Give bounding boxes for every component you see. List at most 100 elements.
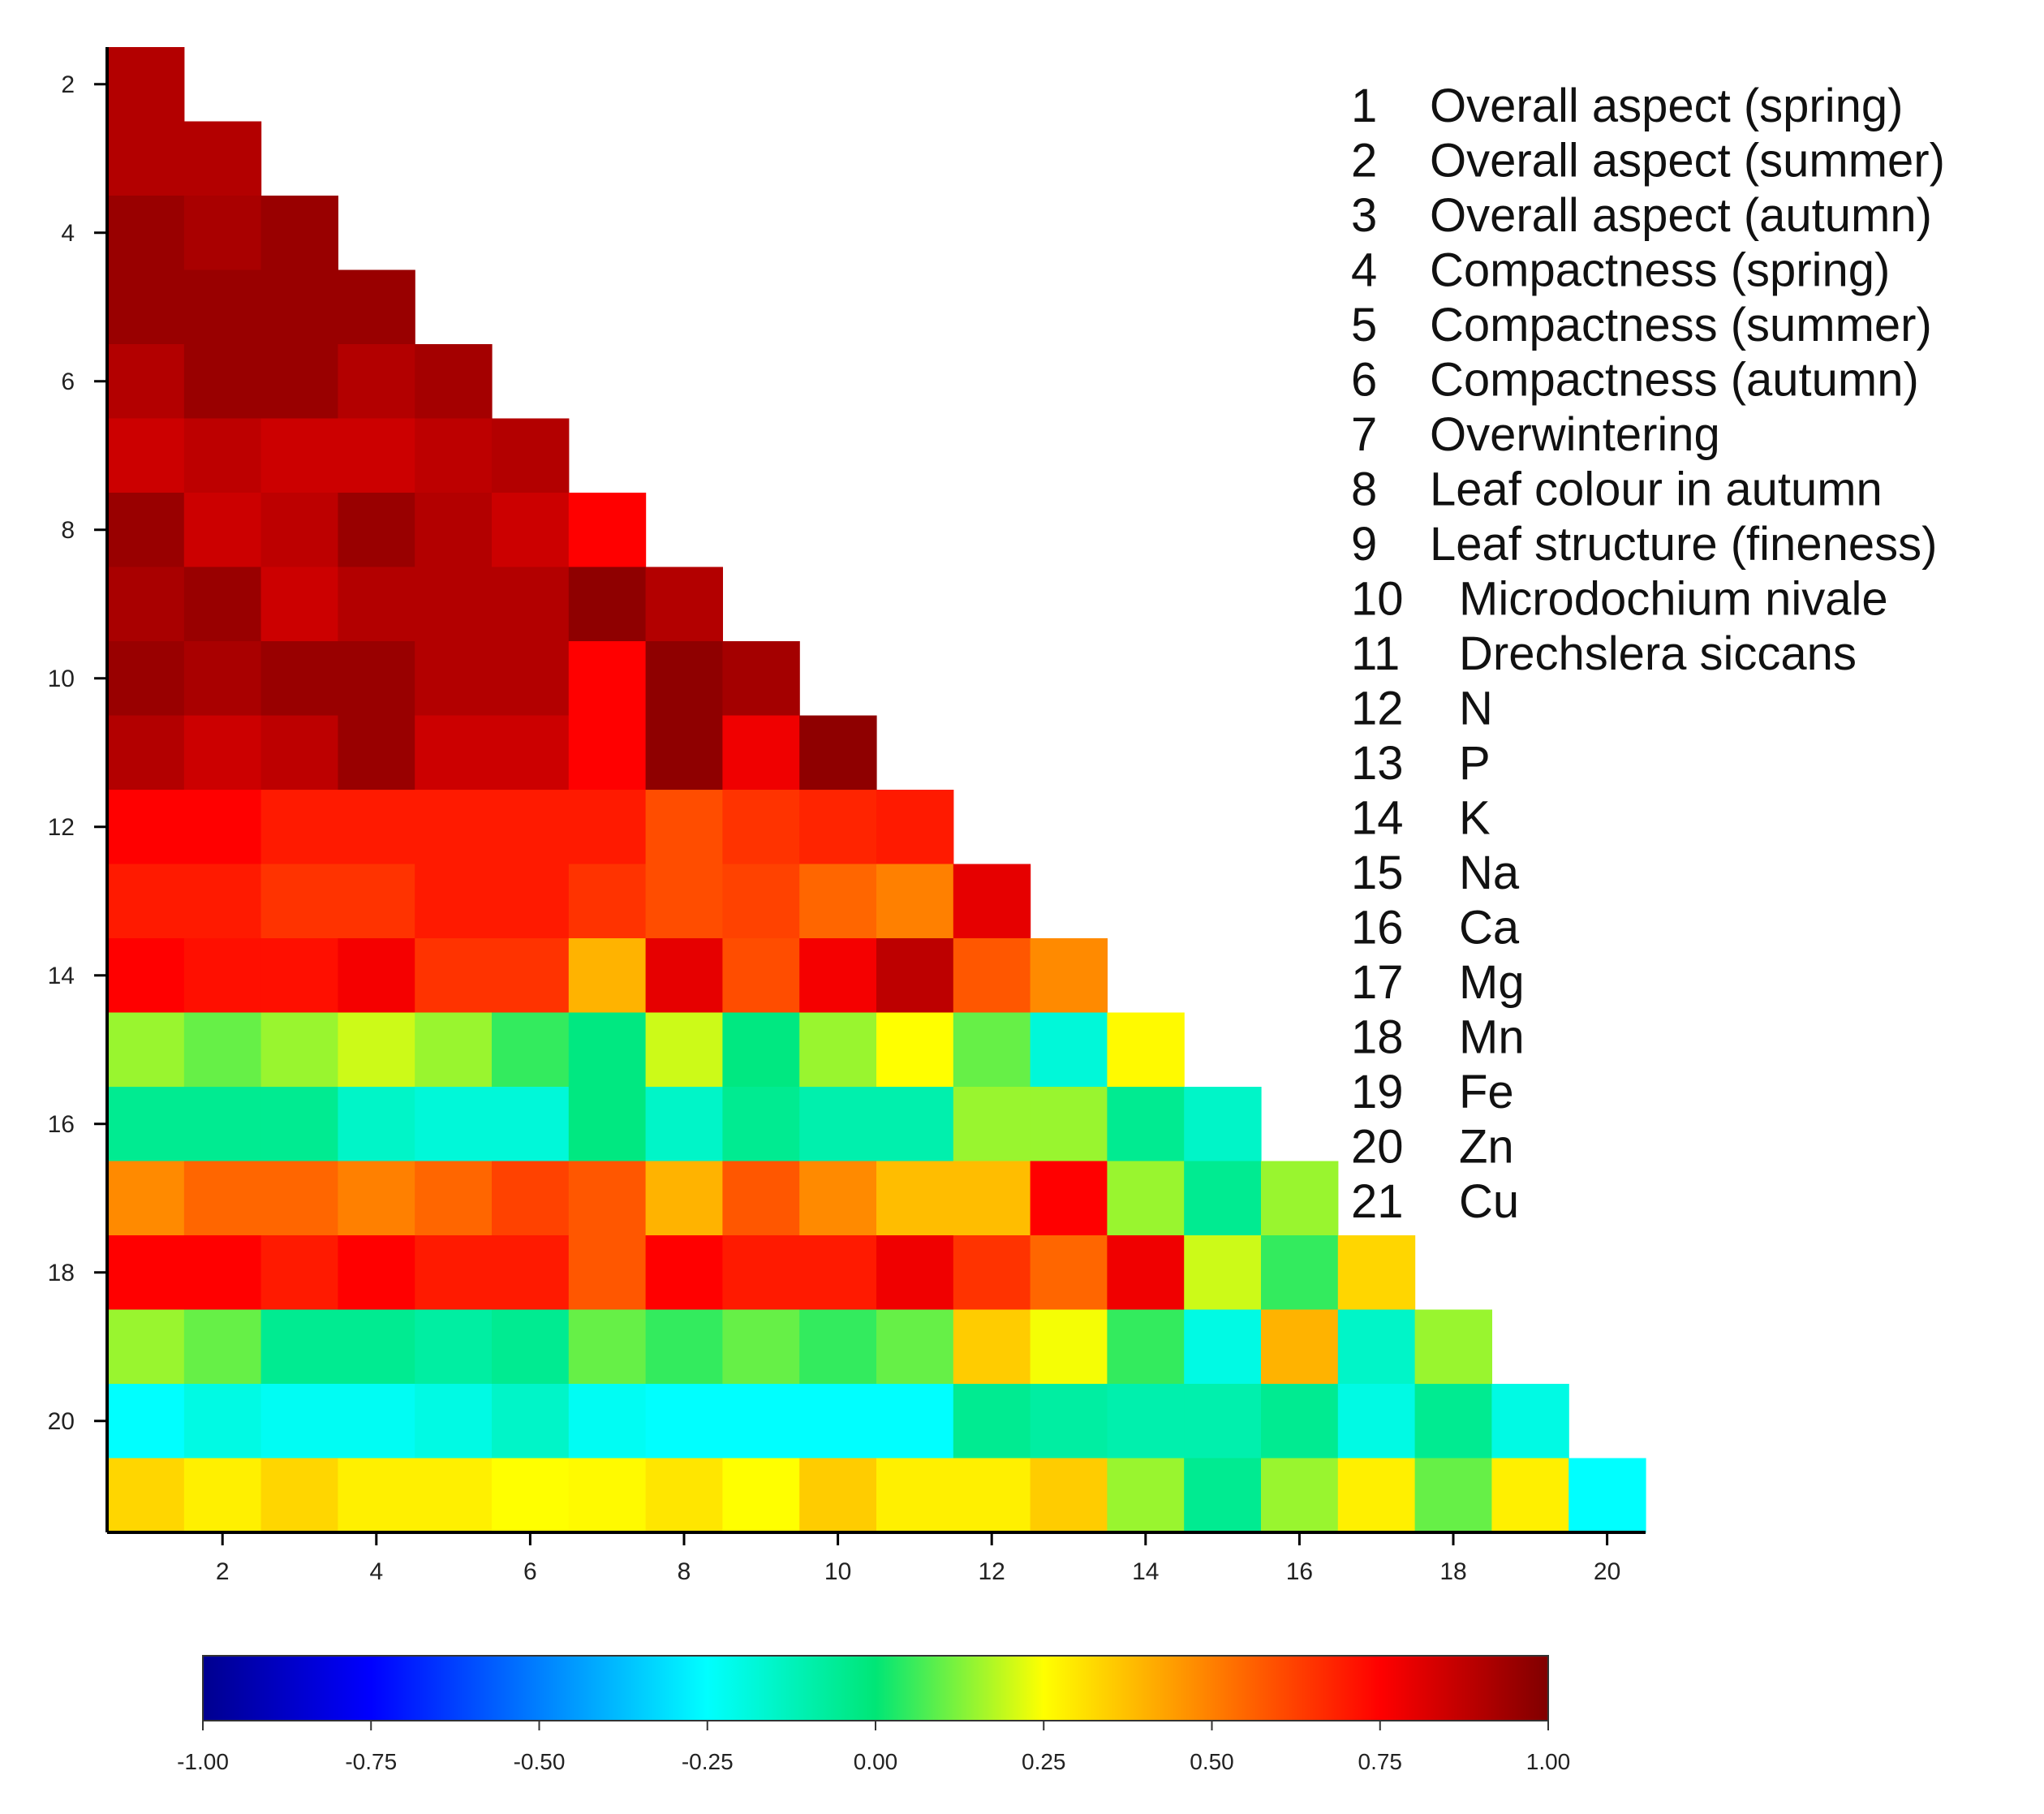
heatmap-cell-r6-c1 xyxy=(107,344,185,420)
y-tick-label: 12 xyxy=(48,814,75,841)
heatmap-cell-r15-c7 xyxy=(568,1012,647,1088)
heatmap-cell-r18-c15 xyxy=(1184,1235,1262,1311)
heatmap-cell-r11-c10 xyxy=(799,715,877,791)
heatmap-cell-r20-c7 xyxy=(568,1384,647,1459)
heatmap-cell-r7-c3 xyxy=(260,418,338,493)
heatmap-cell-r13-c10 xyxy=(799,864,877,939)
legend-number: 17 xyxy=(1351,956,1404,1009)
heatmap-cell-r18-c4 xyxy=(338,1235,415,1311)
heatmap-cell-r21-c18 xyxy=(1414,1458,1492,1533)
heatmap-cell-r11-c5 xyxy=(415,715,493,791)
legend-variable-name: Overall aspect (summer) xyxy=(1430,135,1945,187)
heatmap-cell-r4-c3 xyxy=(260,196,338,271)
heatmap-cell-r8-c7 xyxy=(568,493,647,568)
heatmap-cell-r10-c3 xyxy=(260,641,338,717)
heatmap-cell-r2-c1 xyxy=(107,47,185,123)
heatmap-cell-r20-c11 xyxy=(876,1384,954,1459)
heatmap-cell-r6-c4 xyxy=(338,344,415,420)
heatmap-cell-r10-c1 xyxy=(107,641,185,717)
heatmap-cell-r16-c9 xyxy=(722,1087,800,1162)
heatmap-cell-r9-c2 xyxy=(183,567,262,642)
colorbar-tick-label: -0.75 xyxy=(345,1749,397,1774)
heatmap-cell-r3-c2 xyxy=(183,121,262,196)
heatmap-cell-r14-c1 xyxy=(107,938,185,1014)
legend-variable-name: Leaf colour in autumn xyxy=(1430,463,1883,516)
heatmap-cells xyxy=(107,47,1646,1533)
heatmap-cell-r9-c4 xyxy=(338,567,415,642)
heatmap-cell-r18-c16 xyxy=(1261,1235,1339,1311)
legend-variable-name: P xyxy=(1459,737,1491,790)
heatmap-cell-r11-c9 xyxy=(722,715,800,791)
heatmap-cell-r3-c1 xyxy=(107,121,185,196)
heatmap-cell-r21-c19 xyxy=(1491,1458,1569,1533)
heatmap-cell-r18-c2 xyxy=(183,1235,262,1311)
heatmap-cell-r10-c7 xyxy=(568,641,647,717)
heatmap-cell-r18-c3 xyxy=(260,1235,338,1311)
heatmap-cell-r15-c12 xyxy=(953,1012,1031,1088)
heatmap-cell-r13-c11 xyxy=(876,864,954,939)
x-tick-label: 2 xyxy=(216,1558,230,1585)
heatmap-cell-r14-c10 xyxy=(799,938,877,1014)
heatmap-cell-r15-c9 xyxy=(722,1012,800,1088)
y-tick-label: 8 xyxy=(61,517,75,544)
heatmap-cell-r7-c1 xyxy=(107,418,185,493)
heatmap-cell-r20-c18 xyxy=(1414,1384,1492,1459)
heatmap-cell-r12-c5 xyxy=(415,790,493,865)
heatmap-cell-r15-c13 xyxy=(1030,1012,1108,1088)
heatmap-cell-r21-c10 xyxy=(799,1458,877,1533)
heatmap-cell-r14-c7 xyxy=(568,938,647,1014)
legend-variable-name: Leaf structure (fineness) xyxy=(1430,518,1937,571)
heatmap-cell-r19-c1 xyxy=(107,1309,185,1385)
legend-number: 6 xyxy=(1351,354,1377,407)
heatmap-cell-r16-c11 xyxy=(876,1087,954,1162)
heatmap-cell-r11-c4 xyxy=(338,715,415,791)
heatmap-cell-r18-c8 xyxy=(645,1235,723,1311)
legend-number: 8 xyxy=(1351,463,1377,516)
heatmap-cell-r18-c14 xyxy=(1107,1235,1185,1311)
heatmap-cell-r21-c7 xyxy=(568,1458,647,1533)
heatmap-cell-r21-c11 xyxy=(876,1458,954,1533)
heatmap-cell-r10-c2 xyxy=(183,641,262,717)
heatmap-cell-r17-c3 xyxy=(260,1161,338,1236)
heatmap-cell-r8-c2 xyxy=(183,493,262,568)
heatmap-cell-r16-c3 xyxy=(260,1087,338,1162)
heatmap-cell-r4-c1 xyxy=(107,196,185,271)
heatmap-cell-r21-c1 xyxy=(107,1458,185,1533)
heatmap-cell-r20-c17 xyxy=(1337,1384,1416,1459)
colorbar-tick-label: 0.25 xyxy=(1022,1749,1066,1774)
heatmap-cell-r20-c9 xyxy=(722,1384,800,1459)
heatmap-cell-r16-c15 xyxy=(1184,1087,1262,1162)
legend-variable-name: Mn xyxy=(1459,1011,1525,1064)
heatmap-cell-r6-c3 xyxy=(260,344,338,420)
heatmap-cell-r16-c7 xyxy=(568,1087,647,1162)
legend-variable-name: Cu xyxy=(1459,1175,1519,1228)
heatmap-cell-r16-c5 xyxy=(415,1087,493,1162)
heatmap-cell-r4-c2 xyxy=(183,196,262,271)
heatmap-cell-r12-c4 xyxy=(338,790,415,865)
heatmap-cell-r18-c11 xyxy=(876,1235,954,1311)
heatmap-cell-r7-c5 xyxy=(415,418,493,493)
heatmap-cell-r21-c9 xyxy=(722,1458,800,1533)
colorbar-tick-label: 0.75 xyxy=(1358,1749,1403,1774)
heatmap-cell-r14-c13 xyxy=(1030,938,1108,1014)
heatmap-cell-r14-c12 xyxy=(953,938,1031,1014)
heatmap-cell-r7-c4 xyxy=(338,418,415,493)
heatmap-cell-r13-c3 xyxy=(260,864,338,939)
legend-number: 5 xyxy=(1351,299,1377,351)
heatmap-cell-r21-c4 xyxy=(338,1458,415,1533)
heatmap-cell-r17-c13 xyxy=(1030,1161,1108,1236)
heatmap-cell-r6-c5 xyxy=(415,344,493,420)
heatmap-cell-r19-c3 xyxy=(260,1309,338,1385)
heatmap-cell-r12-c7 xyxy=(568,790,647,865)
heatmap-cell-r16-c10 xyxy=(799,1087,877,1162)
heatmap-cell-r9-c5 xyxy=(415,567,493,642)
legend-number: 21 xyxy=(1351,1175,1404,1228)
heatmap-cell-r14-c4 xyxy=(338,938,415,1014)
heatmap-cell-r14-c5 xyxy=(415,938,493,1014)
y-tick-label: 4 xyxy=(61,220,75,247)
heatmap-cell-r21-c5 xyxy=(415,1458,493,1533)
legend-variable-name: Overwintering xyxy=(1430,408,1720,461)
x-tick-label: 14 xyxy=(1132,1558,1159,1585)
heatmap-cell-r19-c16 xyxy=(1261,1309,1339,1385)
heatmap-cell-r5-c2 xyxy=(183,269,262,345)
